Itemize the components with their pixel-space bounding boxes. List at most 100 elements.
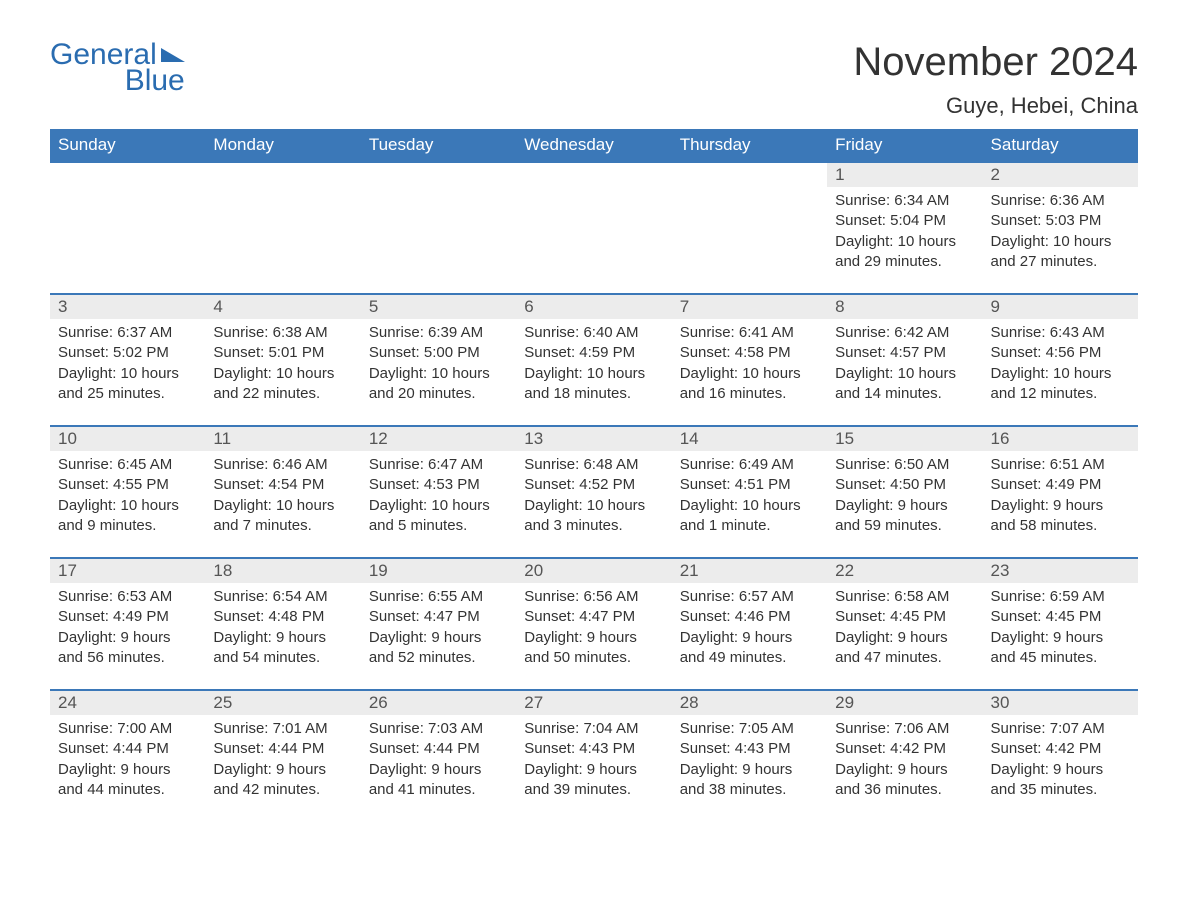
day-d2: and 22 minutes. bbox=[213, 384, 352, 404]
day-cell: 0 bbox=[672, 163, 827, 293]
dow-tuesday: Tuesday bbox=[361, 129, 516, 161]
day-number: 4 bbox=[205, 295, 360, 319]
day-sr: Sunrise: 7:06 AM bbox=[835, 719, 974, 739]
day-d1: Daylight: 9 hours bbox=[991, 628, 1130, 648]
day-sr: Sunrise: 6:37 AM bbox=[58, 323, 197, 343]
day-d1: Daylight: 10 hours bbox=[524, 364, 663, 384]
day-d2: and 14 minutes. bbox=[835, 384, 974, 404]
day-d1: Daylight: 9 hours bbox=[835, 628, 974, 648]
day-d1: Daylight: 9 hours bbox=[991, 496, 1130, 516]
day-d2: and 5 minutes. bbox=[369, 516, 508, 536]
day-sr: Sunrise: 6:36 AM bbox=[991, 191, 1130, 211]
day-cell: 0 bbox=[50, 163, 205, 293]
day-number: 5 bbox=[361, 295, 516, 319]
day-sr: Sunrise: 7:03 AM bbox=[369, 719, 508, 739]
day-number: 23 bbox=[983, 559, 1138, 583]
day-cell: 24Sunrise: 7:00 AMSunset: 4:44 PMDayligh… bbox=[50, 691, 205, 821]
day-ss: Sunset: 4:45 PM bbox=[835, 607, 974, 627]
day-body: Sunrise: 6:49 AMSunset: 4:51 PMDaylight:… bbox=[672, 455, 827, 536]
day-sr: Sunrise: 6:45 AM bbox=[58, 455, 197, 475]
day-number: 30 bbox=[983, 691, 1138, 715]
day-number: 24 bbox=[50, 691, 205, 715]
dow-thursday: Thursday bbox=[672, 129, 827, 161]
day-sr: Sunrise: 6:56 AM bbox=[524, 587, 663, 607]
day-d2: and 29 minutes. bbox=[835, 252, 974, 272]
day-sr: Sunrise: 6:34 AM bbox=[835, 191, 974, 211]
day-sr: Sunrise: 6:41 AM bbox=[680, 323, 819, 343]
day-sr: Sunrise: 6:39 AM bbox=[369, 323, 508, 343]
day-number: 29 bbox=[827, 691, 982, 715]
day-ss: Sunset: 5:02 PM bbox=[58, 343, 197, 363]
day-d2: and 49 minutes. bbox=[680, 648, 819, 668]
day-cell: 8Sunrise: 6:42 AMSunset: 4:57 PMDaylight… bbox=[827, 295, 982, 425]
day-cell: 22Sunrise: 6:58 AMSunset: 4:45 PMDayligh… bbox=[827, 559, 982, 689]
day-cell: 13Sunrise: 6:48 AMSunset: 4:52 PMDayligh… bbox=[516, 427, 671, 557]
day-body: Sunrise: 6:45 AMSunset: 4:55 PMDaylight:… bbox=[50, 455, 205, 536]
day-sr: Sunrise: 6:40 AM bbox=[524, 323, 663, 343]
day-body: Sunrise: 7:04 AMSunset: 4:43 PMDaylight:… bbox=[516, 719, 671, 800]
dow-saturday: Saturday bbox=[983, 129, 1138, 161]
day-cell: 23Sunrise: 6:59 AMSunset: 4:45 PMDayligh… bbox=[983, 559, 1138, 689]
day-sr: Sunrise: 7:04 AM bbox=[524, 719, 663, 739]
day-ss: Sunset: 4:53 PM bbox=[369, 475, 508, 495]
day-number: 28 bbox=[672, 691, 827, 715]
week-row: 24Sunrise: 7:00 AMSunset: 4:44 PMDayligh… bbox=[50, 689, 1138, 821]
week-row: 17Sunrise: 6:53 AMSunset: 4:49 PMDayligh… bbox=[50, 557, 1138, 689]
day-body: Sunrise: 6:39 AMSunset: 5:00 PMDaylight:… bbox=[361, 323, 516, 404]
day-d2: and 42 minutes. bbox=[213, 780, 352, 800]
day-number: 6 bbox=[516, 295, 671, 319]
dow-monday: Monday bbox=[205, 129, 360, 161]
day-ss: Sunset: 4:55 PM bbox=[58, 475, 197, 495]
day-cell: 5 Sunrise: 6:39 AMSunset: 5:00 PMDaylight… bbox=[361, 295, 516, 425]
weeks-container: 000001Sunrise: 6:34 AMSunset: 5:04 PMDay… bbox=[50, 161, 1138, 821]
day-number: 17 bbox=[50, 559, 205, 583]
day-d1: Daylight: 10 hours bbox=[369, 364, 508, 384]
day-d2: and 54 minutes. bbox=[213, 648, 352, 668]
day-d2: and 25 minutes. bbox=[58, 384, 197, 404]
day-ss: Sunset: 4:47 PM bbox=[369, 607, 508, 627]
day-body: Sunrise: 6:40 AMSunset: 4:59 PMDaylight:… bbox=[516, 323, 671, 404]
day-cell: 25Sunrise: 7:01 AMSunset: 4:44 PMDayligh… bbox=[205, 691, 360, 821]
day-d2: and 36 minutes. bbox=[835, 780, 974, 800]
day-body: Sunrise: 6:48 AMSunset: 4:52 PMDaylight:… bbox=[516, 455, 671, 536]
day-d2: and 44 minutes. bbox=[58, 780, 197, 800]
day-cell: 21Sunrise: 6:57 AMSunset: 4:46 PMDayligh… bbox=[672, 559, 827, 689]
day-sr: Sunrise: 6:48 AM bbox=[524, 455, 663, 475]
day-cell: 28Sunrise: 7:05 AMSunset: 4:43 PMDayligh… bbox=[672, 691, 827, 821]
day-cell: 15Sunrise: 6:50 AMSunset: 4:50 PMDayligh… bbox=[827, 427, 982, 557]
day-number: 21 bbox=[672, 559, 827, 583]
day-d1: Daylight: 10 hours bbox=[58, 364, 197, 384]
day-cell: 29 Sunrise: 7:06 AMSunset: 4:42 PMDayligh… bbox=[827, 691, 982, 821]
day-cell: 12Sunrise: 6:47 AMSunset: 4:53 PMDayligh… bbox=[361, 427, 516, 557]
day-d1: Daylight: 10 hours bbox=[369, 496, 508, 516]
day-d2: and 9 minutes. bbox=[58, 516, 197, 536]
day-d2: and 18 minutes. bbox=[524, 384, 663, 404]
day-ss: Sunset: 4:52 PM bbox=[524, 475, 663, 495]
day-number: 7 bbox=[672, 295, 827, 319]
day-ss: Sunset: 4:42 PM bbox=[991, 739, 1130, 759]
day-d1: Daylight: 9 hours bbox=[835, 760, 974, 780]
day-cell: 18Sunrise: 6:54 AMSunset: 4:48 PMDayligh… bbox=[205, 559, 360, 689]
day-sr: Sunrise: 6:59 AM bbox=[991, 587, 1130, 607]
day-ss: Sunset: 4:43 PM bbox=[680, 739, 819, 759]
day-number: 26 bbox=[361, 691, 516, 715]
day-sr: Sunrise: 6:55 AM bbox=[369, 587, 508, 607]
day-sr: Sunrise: 6:57 AM bbox=[680, 587, 819, 607]
day-body: Sunrise: 6:38 AMSunset: 5:01 PMDaylight:… bbox=[205, 323, 360, 404]
day-sr: Sunrise: 6:46 AM bbox=[213, 455, 352, 475]
week-row: 10Sunrise: 6:45 AMSunset: 4:55 PMDayligh… bbox=[50, 425, 1138, 557]
day-body: Sunrise: 6:51 AMSunset: 4:49 PMDaylight:… bbox=[983, 455, 1138, 536]
day-number: 16 bbox=[983, 427, 1138, 451]
day-sr: Sunrise: 6:47 AM bbox=[369, 455, 508, 475]
day-cell: 16 Sunrise: 6:51 AMSunset: 4:49 PMDayligh… bbox=[983, 427, 1138, 557]
day-body: Sunrise: 7:07 AMSunset: 4:42 PMDaylight:… bbox=[983, 719, 1138, 800]
day-body: Sunrise: 6:34 AMSunset: 5:04 PMDaylight:… bbox=[827, 191, 982, 272]
header: General Blue November 2024 Guye, Hebei, … bbox=[50, 40, 1138, 119]
day-body: Sunrise: 7:06 AMSunset: 4:42 PMDaylight:… bbox=[827, 719, 982, 800]
day-ss: Sunset: 5:01 PM bbox=[213, 343, 352, 363]
day-d1: Daylight: 9 hours bbox=[369, 628, 508, 648]
day-d1: Daylight: 10 hours bbox=[680, 496, 819, 516]
day-body: Sunrise: 6:41 AMSunset: 4:58 PMDaylight:… bbox=[672, 323, 827, 404]
day-ss: Sunset: 4:42 PM bbox=[835, 739, 974, 759]
day-cell: 30 Sunrise: 7:07 AMSunset: 4:42 PMDayligh… bbox=[983, 691, 1138, 821]
